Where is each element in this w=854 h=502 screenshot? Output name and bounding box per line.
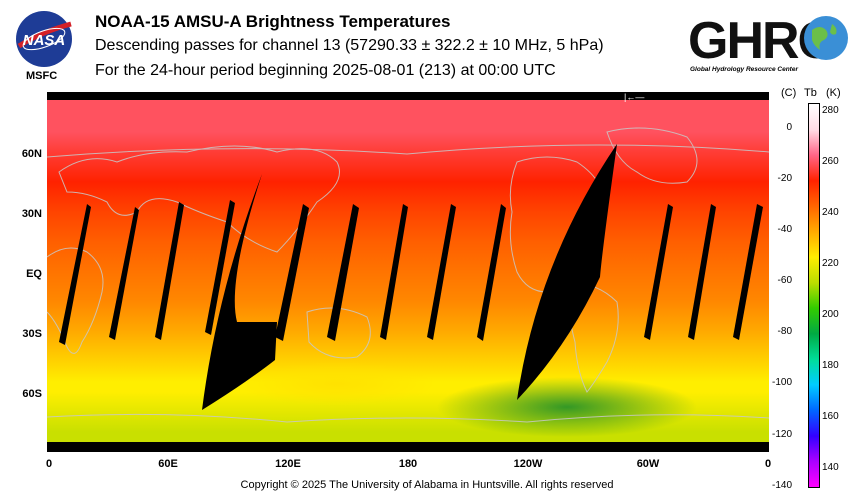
lat-label-30n: 30N (21, 208, 42, 220)
data-gap-swath (644, 204, 673, 340)
lon-label-0-right: 0 (764, 458, 772, 470)
colorbar-kelvin-tick: 260 (822, 155, 839, 167)
colorbar-celsius-tick: -20 (777, 173, 792, 185)
data-gap-swath (155, 202, 184, 340)
lon-label-120e: 120E (275, 458, 301, 470)
colorbar-kelvin-tick: 240 (822, 206, 839, 218)
lat-label-30s: 30S (22, 328, 42, 340)
data-gap-swath (688, 204, 716, 340)
colorbar-tb-header: Tb (804, 87, 817, 99)
colorbar-celsius-header: (C) (781, 87, 797, 99)
nasa-logo-text: NASA (23, 32, 66, 49)
polar-gap-north (47, 92, 769, 100)
lon-label-0: 0 (45, 458, 53, 470)
data-gap-swath (477, 204, 506, 341)
colorbar-celsius-tick: -80 (777, 326, 792, 338)
colorbar (808, 103, 820, 488)
lon-label-180: 180 (398, 458, 418, 470)
nasa-logo: NASA (15, 10, 73, 68)
msfc-label: MSFC (26, 70, 58, 82)
svg-text:|←—: |←— (624, 92, 644, 102)
lat-label-60s: 60S (22, 388, 42, 400)
ghrc-logo: GHRC Global Hydrology Resource Center (686, 8, 850, 78)
data-gap-swath (205, 200, 235, 335)
lon-label-60e: 60E (158, 458, 178, 470)
colorbar-celsius-tick: -40 (777, 224, 792, 236)
colorbar-celsius-tick: -120 (771, 428, 792, 440)
data-gap-swath (380, 204, 408, 340)
data-gap-swath (517, 144, 617, 400)
antarctic-warm-anomaly (237, 362, 437, 406)
data-gaps (59, 144, 763, 410)
colorbar-celsius-tick: -140 (771, 479, 792, 491)
colorbar-celsius-tick: -100 (771, 377, 792, 389)
brightness-map: |←— (47, 92, 769, 452)
colorbar-kelvin-tick: 220 (822, 257, 839, 269)
colorbar-kelvin-tick: 180 (822, 359, 839, 371)
data-gap-swath (733, 204, 763, 340)
data-gap-swath (202, 174, 277, 410)
colorbar-kelvin-tick: 280 (822, 104, 839, 116)
ghrc-subtitle: Global Hydrology Resource Center (690, 66, 798, 73)
copyright-footer: Copyright © 2025 The University of Alaba… (240, 479, 614, 491)
colorbar-kelvin-tick: 140 (822, 462, 839, 474)
polar-gap-south (47, 442, 769, 452)
colorbar-celsius-tick: -60 (777, 275, 792, 287)
lat-label-eq: EQ (26, 268, 42, 280)
data-gap-swath (327, 204, 359, 341)
data-gap-swath (109, 207, 139, 340)
lon-label-60w: 60W (636, 458, 660, 470)
colorbar-kelvin-tick: 200 (822, 308, 839, 320)
colorbar-kelvin-tick: 160 (822, 411, 839, 423)
data-gap-swath (59, 204, 91, 345)
colorbar-celsius-tick: 0 (786, 122, 792, 134)
chart-subtitle: Descending passes for channel 13 (57290.… (95, 37, 604, 54)
antarctic-cold-anomaly (437, 377, 697, 437)
lon-label-120w: 120W (513, 458, 543, 470)
chart-period: For the 24-hour period beginning 2025-08… (95, 62, 556, 79)
lat-label-60n: 60N (21, 148, 42, 160)
colorbar-kelvin-header: (K) (826, 87, 841, 99)
data-gap-swath (275, 204, 309, 341)
chart-title: NOAA-15 AMSU-A Brightness Temperatures (95, 12, 451, 31)
data-gap-swath (427, 204, 456, 340)
